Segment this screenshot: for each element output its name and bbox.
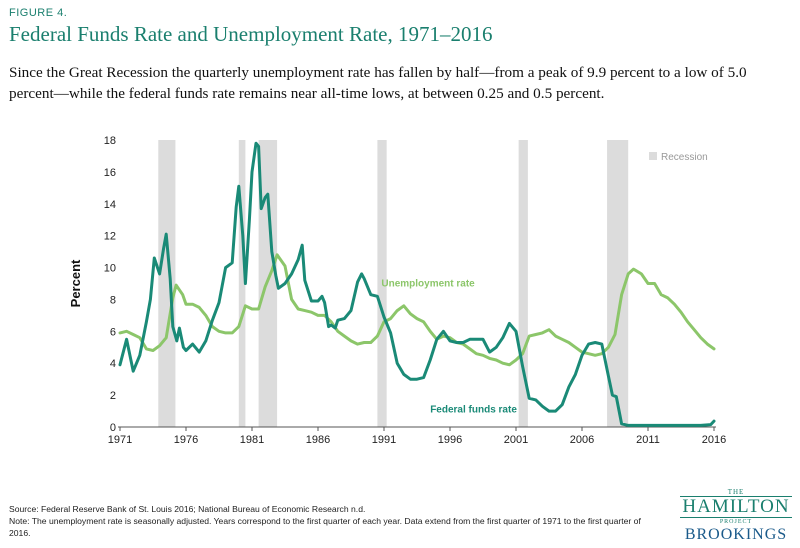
recession-band (518, 140, 528, 427)
y-tick-label: 16 (104, 167, 116, 179)
chart-title: Federal Funds Rate and Unemployment Rate… (9, 22, 493, 46)
y-tick-label: 12 (104, 231, 116, 243)
y-tick-label: 18 (104, 135, 116, 147)
x-tick-label: 2006 (570, 434, 594, 446)
chart-series (118, 141, 716, 427)
x-tick-label: 1976 (174, 434, 198, 446)
y-tick-label: 0 (110, 422, 116, 434)
federal-funds-rate-line (118, 141, 716, 427)
y-tick-label: 8 (110, 294, 116, 306)
recession-band (377, 140, 387, 427)
source-note: Source: Federal Reserve Bank of St. Loui… (9, 504, 366, 514)
legend-recession-swatch (649, 152, 657, 160)
hamilton-brookings-logo: THE HAMILTON PROJECT BROOKINGS (676, 488, 796, 544)
recession-band (158, 140, 176, 427)
x-tick-label: 1971 (108, 434, 132, 446)
x-tick-label: 1981 (240, 434, 264, 446)
logo-project: PROJECT (719, 519, 753, 525)
y-tick-label: 4 (110, 358, 116, 370)
unemployment-rate-label: Unemployment rate (381, 279, 475, 290)
y-tick-label: 14 (104, 199, 116, 211)
unemployment-rate-line (118, 253, 716, 367)
x-tick-label: 1991 (372, 434, 396, 446)
chart-footer: Source: Federal Reserve Bank of St. Loui… (9, 503, 649, 539)
chart-subtitle: Since the Great Recession the quarterly … (9, 64, 747, 102)
logo-the: THE (727, 488, 745, 496)
recession-band (238, 140, 246, 427)
x-tick-label: 2011 (636, 434, 660, 446)
chart-axes: 0 2 4 6 8 10 12 14 16 18 1971 1976 1981 1986 1991 1996 2… (68, 135, 726, 446)
legend-recession-label: Recession (661, 152, 708, 163)
x-tick-label: 2016 (702, 434, 726, 446)
y-tick-label: 10 (104, 263, 116, 275)
x-tick-label: 1996 (438, 434, 462, 446)
y-tick-label: 2 (110, 390, 116, 402)
figure-label: FIGURE 4. (9, 7, 68, 19)
y-axis-label: Percent (68, 259, 83, 307)
y-tick-label: 6 (110, 326, 116, 338)
recession-band (607, 140, 629, 427)
data-note: Note: The unemployment rate is seasonall… (9, 516, 641, 538)
logo-brookings: BROOKINGS (684, 526, 788, 543)
federal-funds-rate-label: Federal funds rate (430, 405, 517, 416)
x-tick-label: 2001 (504, 434, 528, 446)
logo-hamilton: HAMILTON (680, 496, 792, 518)
x-tick-label: 1986 (306, 434, 330, 446)
chart-labels: Unemployment rate Federal funds rate Reces… (381, 152, 708, 416)
